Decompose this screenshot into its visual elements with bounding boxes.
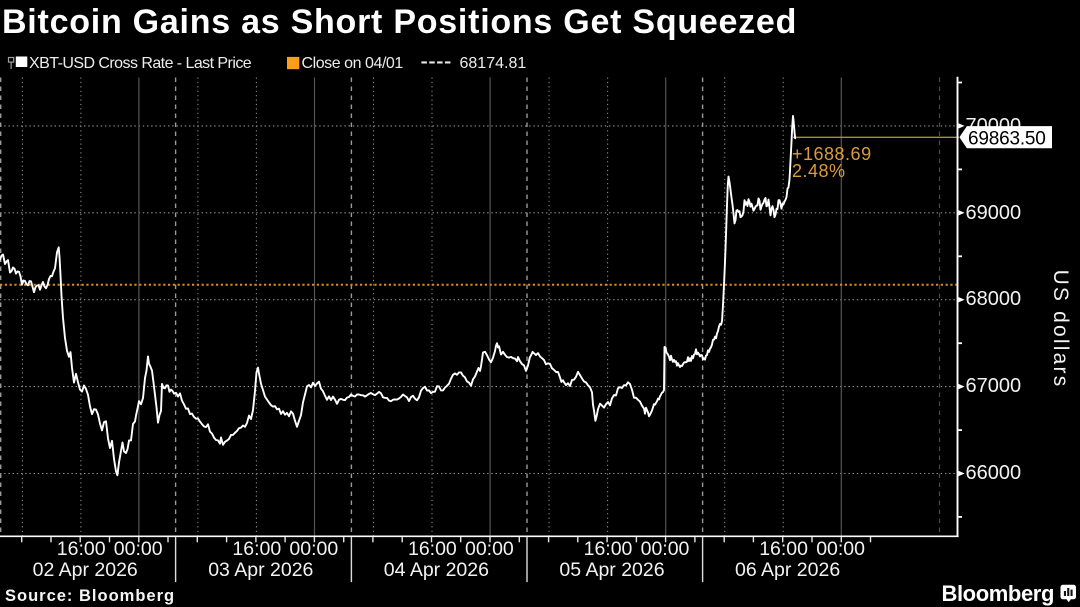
svg-text:69863.50: 69863.50	[968, 128, 1046, 149]
